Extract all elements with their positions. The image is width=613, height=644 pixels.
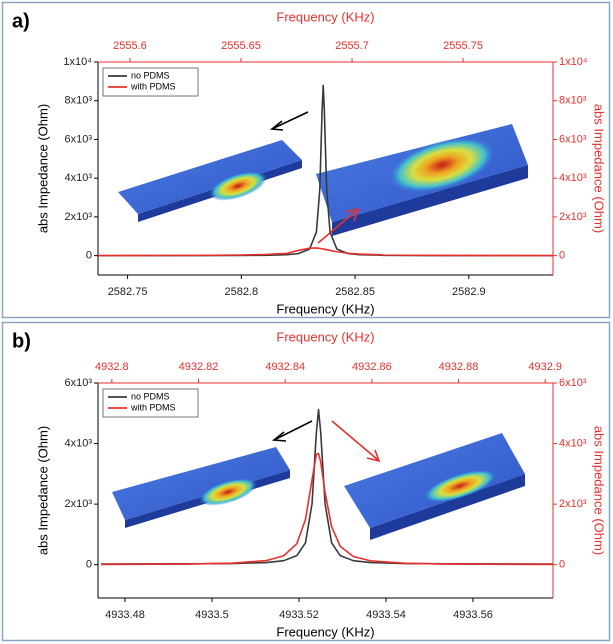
y-tick-label: 0	[86, 250, 92, 262]
y-tick-label: 4x10³	[64, 172, 92, 184]
x-tick-label: 2582.85	[335, 286, 375, 298]
x-tick-label: 4933.52	[279, 609, 319, 621]
x-tick-label: 2582.8	[224, 286, 258, 298]
y-tick-label: 1x10⁴	[63, 56, 92, 68]
panel-label: b)	[12, 330, 31, 352]
y-tick-label: 8x10³	[64, 95, 92, 107]
x-axis-title: Frequency (KHz)	[276, 624, 374, 639]
x-tick-label: 2582.9	[452, 286, 486, 298]
x2-tick-label: 2555.65	[221, 40, 261, 52]
y2-tick-label: 8x10³	[559, 95, 587, 107]
y-tick-label: 4x10³	[64, 437, 92, 449]
x2-tick-label: 4932.88	[439, 361, 479, 373]
x2-tick-label: 2555.6	[113, 40, 147, 52]
x2-tick-label: 2555.75	[443, 40, 483, 52]
y2-tick-label: 1x10⁴	[559, 56, 588, 68]
x2-tick-label: 2555.7	[335, 40, 369, 52]
y2-tick-label: 2x10³	[559, 211, 587, 223]
y2-tick-label: 6x10³	[559, 377, 587, 389]
y2-tick-label: 4x10³	[559, 437, 587, 449]
x2-tick-label: 4932.9	[528, 361, 562, 373]
y2-tick-label: 0	[559, 559, 565, 571]
x-tick-label: 2582.75	[108, 286, 148, 298]
x2-tick-label: 4932.82	[179, 361, 219, 373]
x2-tick-label: 4932.8	[95, 361, 129, 373]
x2-axis-title: Frequency (KHz)	[276, 9, 374, 24]
x2-axis-title: Frequency (KHz)	[276, 329, 374, 344]
y2-axis-title: abs Impedance (Ohm)	[592, 426, 607, 555]
y-axis-title: abs Impedance (Ohm)	[35, 426, 50, 555]
y-tick-label: 6x10³	[64, 377, 92, 389]
x-tick-label: 4933.56	[453, 609, 493, 621]
y-tick-label: 6x10³	[64, 133, 92, 145]
x-tick-label: 4933.54	[366, 609, 406, 621]
legend-label: with PDMS	[130, 81, 176, 91]
panel-label: a)	[12, 10, 30, 32]
y2-tick-label: 4x10³	[559, 172, 587, 184]
x-axis-title: Frequency (KHz)	[276, 301, 374, 316]
legend-label: no PDMS	[131, 70, 170, 80]
y2-tick-label: 2x10³	[559, 498, 587, 510]
y2-tick-label: 6x10³	[559, 133, 587, 145]
y2-tick-label: 0	[559, 250, 565, 262]
x-tick-label: 4933.5	[195, 609, 229, 621]
y2-axis-title: abs Impedance (Ohm)	[592, 104, 607, 233]
legend-label: with PDMS	[130, 402, 176, 412]
y-tick-label: 2x10³	[64, 211, 92, 223]
page: {"chart_data": [ {"type": "line", "panel…	[0, 0, 613, 644]
y-axis-title: abs Impedance (Ohm)	[35, 104, 50, 233]
x2-tick-label: 4932.84	[265, 361, 305, 373]
x-tick-label: 4933.48	[105, 609, 145, 621]
legend-label: no PDMS	[131, 391, 170, 401]
y-tick-label: 2x10³	[64, 498, 92, 510]
figure: a) 2582.75 2582.8 2582.85 2582.9 2555.6 2555.6…	[0, 0, 613, 644]
x2-tick-label: 4932.86	[352, 361, 392, 373]
y-tick-label: 0	[86, 559, 92, 571]
